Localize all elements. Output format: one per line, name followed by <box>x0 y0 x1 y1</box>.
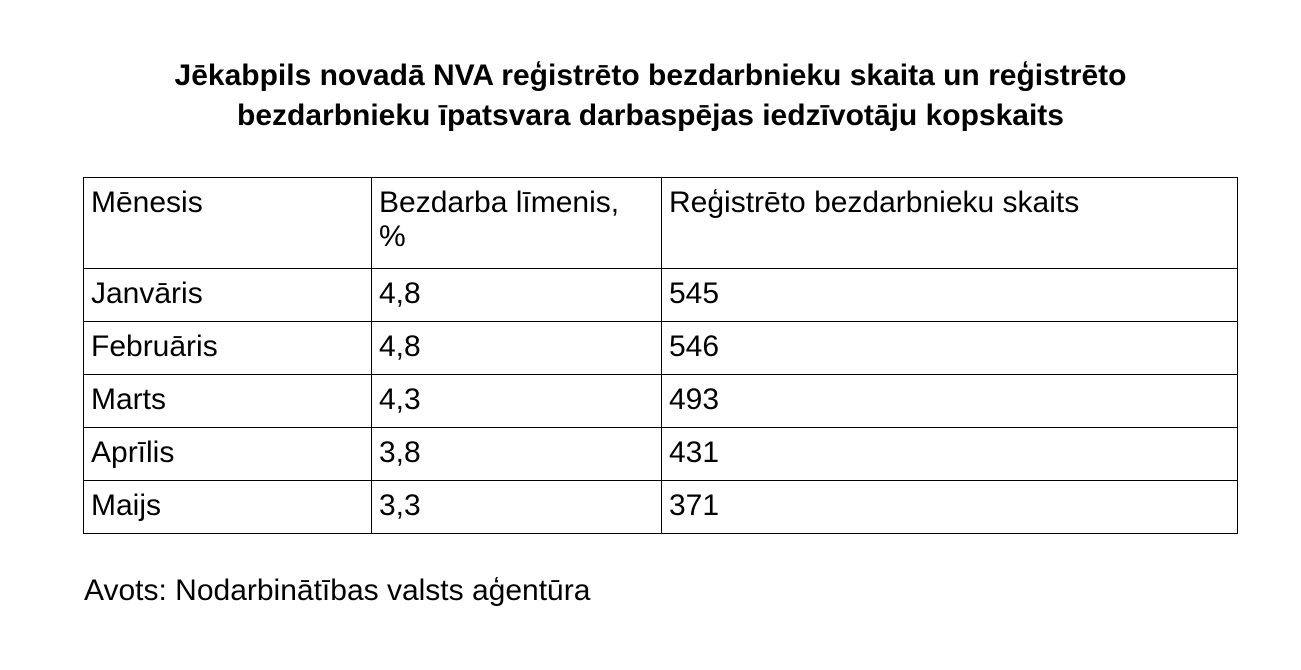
title-line-2: bezdarbnieku īpatsvara darbaspējas iedzī… <box>237 99 1064 132</box>
cell-rate: 4,8 <box>371 268 662 322</box>
cell-rate: 4,8 <box>371 321 662 375</box>
cell-month: Maijs <box>83 480 372 534</box>
table-header-row: Mēnesis Bezdarba līmenis, % Reģistrēto b… <box>83 177 1238 269</box>
table-row: Janvāris 4,8 545 <box>83 268 1238 322</box>
table-row: Maijs 3,3 371 <box>83 480 1238 534</box>
cell-count: 546 <box>661 321 1238 375</box>
cell-rate: 3,3 <box>371 480 662 534</box>
cell-rate: 4,3 <box>371 374 662 428</box>
cell-count: 493 <box>661 374 1238 428</box>
cell-month: Janvāris <box>83 268 372 322</box>
table-row: Februāris 4,8 546 <box>83 321 1238 375</box>
cell-month: Aprīlis <box>83 427 372 481</box>
cell-count: 371 <box>661 480 1238 534</box>
cell-count: 545 <box>661 268 1238 322</box>
header-unemployment-rate: Bezdarba līmenis, % <box>371 177 662 269</box>
cell-month: Februāris <box>83 321 372 375</box>
header-month: Mēnesis <box>83 177 372 269</box>
cell-rate: 3,8 <box>371 427 662 481</box>
unemployment-table: Mēnesis Bezdarba līmenis, % Reģistrēto b… <box>83 177 1238 534</box>
page-title: Jēkabpils novadā NVA reģistrēto bezdarbn… <box>0 56 1301 136</box>
table-row: Aprīlis 3,8 431 <box>83 427 1238 481</box>
cell-count: 431 <box>661 427 1238 481</box>
title-line-1: Jēkabpils novadā NVA reģistrēto bezdarbn… <box>174 59 1127 92</box>
header-registered-unemployed: Reģistrēto bezdarbnieku skaits <box>661 177 1238 269</box>
table-row: Marts 4,3 493 <box>83 374 1238 428</box>
source-note: Avots: Nodarbinātības valsts aģentūra <box>84 574 591 607</box>
cell-month: Marts <box>83 374 372 428</box>
